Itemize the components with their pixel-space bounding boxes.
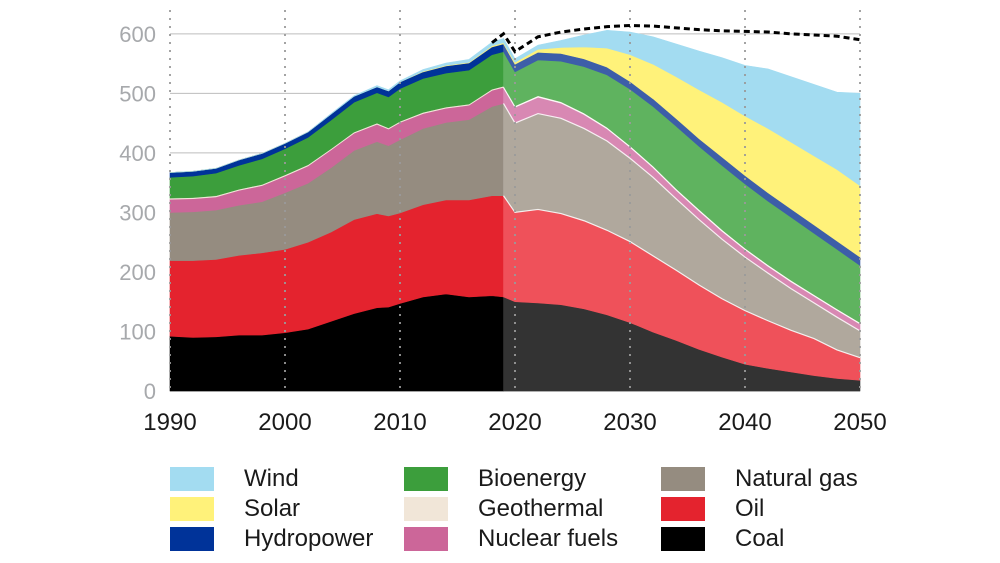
y-tick-label-400: 400 <box>119 141 156 166</box>
y-tick-label-500: 500 <box>119 81 156 106</box>
x-tick-label-1990: 1990 <box>143 409 196 436</box>
x-tick-label-2010: 2010 <box>373 409 426 436</box>
separator-natural-gas <box>502 103 861 332</box>
y-tick-label-200: 200 <box>119 260 156 285</box>
overlay-lines <box>169 10 861 391</box>
separator-nuclear-fuels <box>502 87 861 325</box>
area-wind-projection <box>503 29 861 187</box>
tick-labels: 0 100 200 300 400 500 600 1990 2000 2010 2020 2030 2… <box>119 22 886 436</box>
x-tick-label-2040: 2040 <box>718 409 771 436</box>
y-tick-label-0: 0 <box>144 379 156 404</box>
x-tick-label-2000: 2000 <box>258 409 311 436</box>
separator-oil <box>503 195 861 359</box>
x-tick-label-2050: 2050 <box>833 409 886 436</box>
reference-dashed-line <box>491 23 861 54</box>
x-tick-label-2020: 2020 <box>488 409 541 436</box>
y-tick-label-600: 600 <box>119 22 156 47</box>
y-tick-label-100: 100 <box>119 319 156 344</box>
y-tick-label-300: 300 <box>119 200 156 225</box>
area-series <box>169 29 861 392</box>
x-tick-label-2030: 2030 <box>603 409 656 436</box>
